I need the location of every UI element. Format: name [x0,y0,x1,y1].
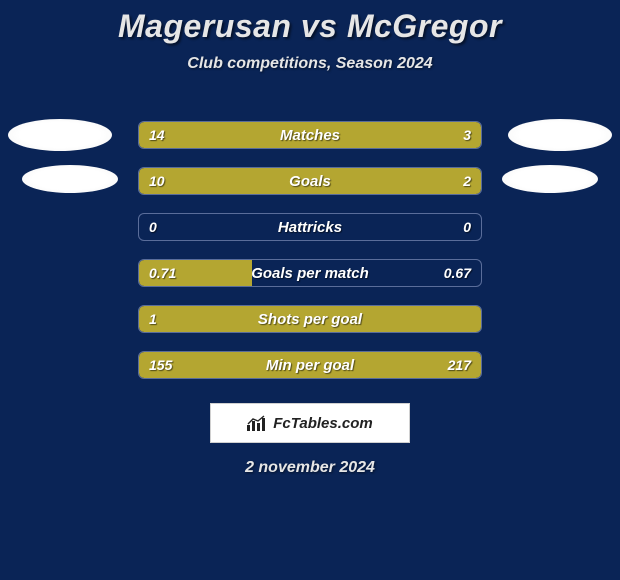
stat-row-shots-per-goal: 1Shots per goal [138,305,482,333]
report-date: 2 november 2024 [0,459,620,477]
stat-label: Goals [139,168,481,194]
team-left-avatar [22,165,118,193]
stat-value-right: 0.67 [444,260,471,286]
team-right-avatar [502,165,598,193]
source-logo: FcTables.com [210,403,410,443]
stat-row-goals-per-match: 0.71Goals per match0.67 [138,259,482,287]
page-title: Magerusan vs McGregor [0,0,620,45]
stat-value-right: 0 [463,214,471,240]
stat-value-right: 217 [448,352,471,378]
stat-label: Hattricks [139,214,481,240]
stat-row-min-per-goal: 155Min per goal217 [138,351,482,379]
player-left-avatar [8,119,112,151]
page-subtitle: Club competitions, Season 2024 [0,55,620,73]
stat-label: Shots per goal [139,306,481,332]
player-right-avatar [508,119,612,151]
stat-label: Matches [139,122,481,148]
chart-icon [247,415,267,431]
stat-row-goals: 10Goals2 [138,167,482,195]
source-logo-text: FcTables.com [273,415,372,432]
stat-value-right: 3 [463,122,471,148]
stat-label: Goals per match [139,260,481,286]
stat-value-right: 2 [463,168,471,194]
stat-label: Min per goal [139,352,481,378]
stat-rows: 14Matches3 10Goals2 0Hattricks0 0.71Goals p… [138,121,482,397]
stat-row-hattricks: 0Hattricks0 [138,213,482,241]
stat-row-matches: 14Matches3 [138,121,482,149]
